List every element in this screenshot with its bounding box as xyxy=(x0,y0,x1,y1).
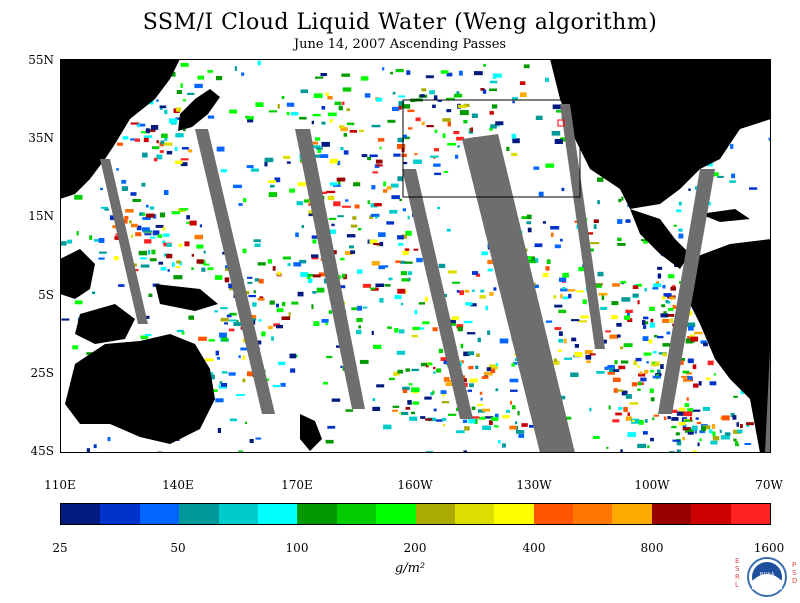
land-north-america xyxy=(550,59,771,209)
colorbar-swatch xyxy=(730,504,771,524)
land-australia xyxy=(65,334,215,444)
land-cuba xyxy=(700,209,750,222)
gap-swath-4 xyxy=(402,169,473,419)
land-indochina xyxy=(60,249,95,299)
colorbar-swatch xyxy=(218,504,258,524)
colorbar-swatch xyxy=(612,504,652,524)
land-indonesia xyxy=(75,304,135,344)
cloud-liquid-water-map xyxy=(60,59,771,453)
colorbar-swatch xyxy=(376,504,416,524)
colorbar-swatch xyxy=(691,504,731,524)
lon-label-160w: 160W xyxy=(397,478,433,492)
land-asia xyxy=(60,59,180,199)
map-subtitle: June 14, 2007 Ascending Passes xyxy=(293,37,507,52)
lat-label-15n: 15N xyxy=(28,209,54,223)
colorbar-swatch xyxy=(179,504,219,524)
colorbar-swatch xyxy=(415,504,455,524)
land-masses xyxy=(60,59,771,453)
colorbar-swatch xyxy=(533,504,574,524)
gap-swath-3 xyxy=(295,129,365,409)
colorbar-label-25: 25 xyxy=(52,541,68,555)
map-frame xyxy=(60,59,771,453)
colorbar-swatch xyxy=(297,504,337,524)
colorbar-label-200: 200 xyxy=(403,541,427,555)
colorbar-unit: g/m² xyxy=(394,561,426,576)
map-title: SSM/I Cloud Liquid Water (Weng algorithm… xyxy=(142,10,658,35)
lon-label-70w: 70W xyxy=(755,478,783,492)
lon-label-100w: 100W xyxy=(634,478,670,492)
lat-label-25s: 25S xyxy=(30,366,55,380)
red-marker xyxy=(557,119,565,127)
orbital-gaps xyxy=(100,104,771,453)
land-new-zealand xyxy=(300,414,322,451)
gap-swath-7 xyxy=(658,169,715,414)
colorbar-swatch xyxy=(61,504,101,524)
lon-label-140e: 140E xyxy=(162,478,194,492)
colorbar-label-400: 400 xyxy=(522,541,546,555)
lat-label-45s: 45S xyxy=(30,444,55,458)
gap-swath-5 xyxy=(462,134,575,453)
colorbar-label-50: 50 xyxy=(170,541,186,555)
colorbar-label-100: 100 xyxy=(285,541,309,555)
colorbar-swatch xyxy=(257,504,298,524)
colorbar-label-800: 800 xyxy=(640,541,664,555)
land-new-guinea xyxy=(155,284,218,311)
colorbar-swatch xyxy=(100,504,140,524)
logo-text: NOAA xyxy=(760,572,775,578)
lon-label-130w: 130W xyxy=(516,478,552,492)
lat-label-5s: 5S xyxy=(38,288,54,302)
lat-label-35n: 35N xyxy=(28,131,54,145)
gap-swath-6 xyxy=(560,104,605,349)
colorbar xyxy=(60,503,771,525)
gap-swath-8 xyxy=(765,349,771,453)
gap-swath-1 xyxy=(100,159,148,324)
colorbar-label-1600: 1600 xyxy=(753,541,785,555)
land-south-america xyxy=(685,239,771,453)
colorbar-swatch xyxy=(454,504,495,524)
lon-label-170e: 170E xyxy=(281,478,313,492)
region-box xyxy=(402,99,581,198)
colorbar-swatch xyxy=(139,504,180,524)
colorbar-swatch xyxy=(336,504,377,524)
colorbar-swatch xyxy=(573,504,613,524)
lat-label-55n: 55N xyxy=(28,53,54,67)
land-central-america xyxy=(630,209,690,269)
colorbar-swatch xyxy=(651,504,692,524)
gap-swath-2 xyxy=(195,129,275,414)
lon-label-110e: 110E xyxy=(44,478,76,492)
colorbar-swatch xyxy=(494,504,534,524)
land-japan xyxy=(178,89,220,131)
